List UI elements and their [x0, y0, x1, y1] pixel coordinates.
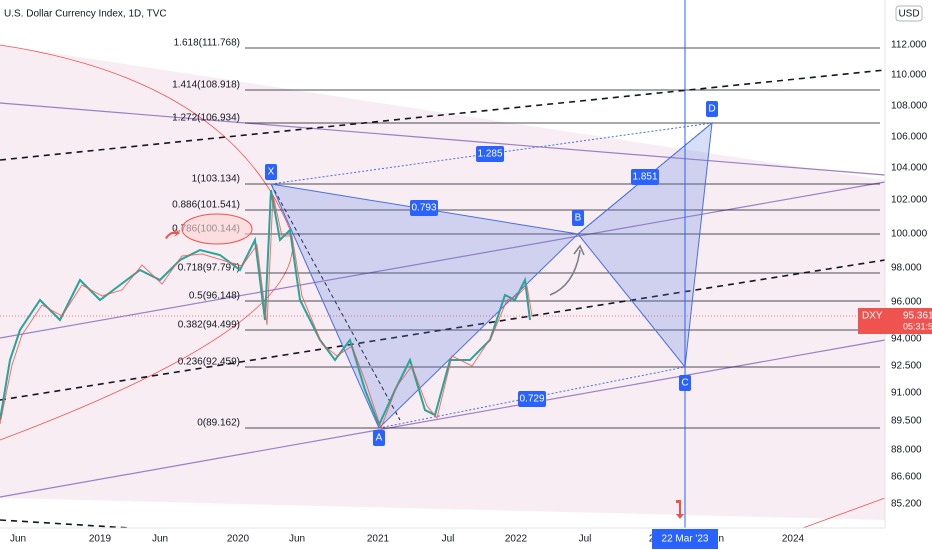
point-label: X [268, 167, 275, 178]
time-tick-label: Jun [152, 534, 168, 545]
price-tick-label: 85.200 [891, 499, 922, 510]
point-badge [373, 430, 385, 446]
price-tick-label: 98.000 [891, 263, 922, 274]
point-label: C [681, 378, 688, 389]
price-tick-label: 96.000 [891, 297, 922, 308]
currency-button[interactable] [895, 5, 923, 22]
price-tag [858, 308, 932, 334]
fib-label: 0.718(97.797) [178, 263, 240, 274]
price-line [0, 189, 531, 428]
price-countdown: 05:31:57 [903, 321, 932, 331]
time-tick-label: 2021 [367, 534, 390, 545]
time-tick-label: Jul [579, 534, 592, 545]
price-symbol: DXY [862, 311, 883, 322]
fib-label: 0.886(101.541) [172, 200, 240, 211]
point-label: A [376, 433, 383, 444]
ratio-label: 0.729 [519, 394, 544, 405]
price-tick-label: 108.000 [891, 101, 928, 112]
channel-fill [0, 45, 885, 520]
chart-title: U.S. Dollar Currency Index, 1D, TVC [4, 9, 167, 20]
ratio-label: 1.851 [632, 172, 657, 183]
ratio-badge [410, 200, 438, 216]
price-tick-label: 112.000 [891, 40, 927, 51]
crosshair-date: 22 Mar '23 [662, 534, 709, 545]
point-badge [265, 164, 277, 180]
ratio-label: 0.793 [411, 203, 436, 214]
curved-arrow [573, 244, 585, 256]
price-tick-label: 104.000 [891, 163, 928, 174]
currency-label[interactable]: USD [898, 9, 919, 20]
ratio-badge [476, 146, 504, 162]
fib-label: 1.618(111.768) [174, 38, 240, 49]
price-value: 95.361 [903, 311, 932, 322]
time-tick-label: Jul [442, 534, 455, 545]
price-line [0, 194, 533, 430]
price-tick-label: 86.600 [891, 472, 922, 483]
fib-label: 0.236(92.459) [178, 357, 240, 368]
dashed-trend [0, 69, 886, 161]
channel-line [0, 102, 886, 176]
fib-label: 1.272(106.934) [172, 113, 240, 124]
price-tick-label: 110.000 [891, 70, 927, 81]
price-tick-label: 94.000 [891, 334, 922, 345]
price-tick-label: 106.000 [891, 132, 928, 143]
channel-line [0, 181, 886, 339]
dotted-leg [577, 122, 713, 235]
fib-label: 1(103.134) [192, 174, 240, 185]
price-axis [885, 0, 932, 550]
ratio-badge [631, 169, 659, 185]
price-tick-label: 100.000 [891, 229, 928, 240]
time-tick-label: Jun [289, 534, 305, 545]
time-tick-label: 2022 [505, 534, 528, 545]
price-tick-label: 89.500 [891, 416, 922, 427]
time-tick-label: Jun [10, 534, 26, 545]
crosshair-date-tag [652, 529, 718, 549]
ratio-label: 1.285 [477, 149, 502, 160]
highlight-ellipse [181, 213, 253, 245]
time-tick-label: 2020 [227, 534, 250, 545]
time-tick-label: 2019 [89, 534, 112, 545]
price-tick-label: 102.000 [891, 195, 928, 206]
ratio-badge [518, 391, 546, 407]
dashed-trend [270, 183, 401, 421]
fib-label: 0(89.162) [197, 418, 240, 429]
point-badge [706, 101, 718, 117]
fib-label: 1.414(108.918) [172, 80, 240, 91]
fib-label: 0.382(94.499) [178, 320, 240, 331]
price-tick-label: 91.000 [891, 388, 922, 399]
price-tick-label: 88.000 [891, 445, 922, 456]
fib-label: 0.5(96.148) [189, 291, 240, 302]
channel-line [0, 339, 886, 498]
point-badge [572, 210, 584, 226]
curved-arrow [549, 249, 581, 296]
time-tick-label: 2024 [782, 534, 805, 545]
point-badge [679, 375, 691, 391]
price-tick-label: 92.500 [891, 361, 922, 372]
point-label: D [708, 104, 715, 115]
point-label: B [575, 213, 582, 224]
fib-lines: 1.618(111.768) 1.414(108.918) 1.272(106.93… [172, 38, 880, 429]
down-arrow [676, 500, 684, 519]
pointer-arrow [165, 228, 180, 239]
